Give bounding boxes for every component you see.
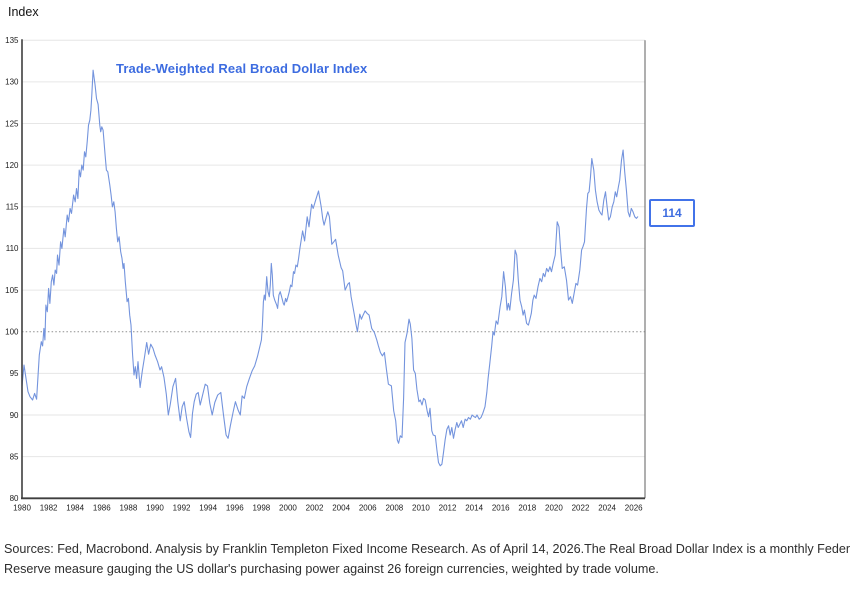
- svg-text:125: 125: [5, 119, 19, 128]
- svg-text:80: 80: [10, 494, 19, 503]
- svg-text:135: 135: [5, 36, 19, 45]
- svg-text:85: 85: [10, 452, 19, 461]
- svg-text:1986: 1986: [93, 503, 111, 512]
- svg-text:2000: 2000: [279, 503, 297, 512]
- svg-text:120: 120: [5, 161, 19, 170]
- svg-text:2014: 2014: [465, 503, 483, 512]
- svg-text:90: 90: [10, 411, 19, 420]
- chart-title: Trade-Weighted Real Broad Dollar Index: [116, 61, 368, 76]
- gridlines: [22, 39, 645, 458]
- svg-text:2024: 2024: [598, 503, 616, 512]
- svg-text:2022: 2022: [572, 503, 590, 512]
- svg-text:2026: 2026: [625, 503, 643, 512]
- svg-text:115: 115: [6, 203, 19, 212]
- svg-text:2008: 2008: [385, 503, 403, 512]
- line-chart: 80 85 90 95 100 105 110 115 120 125 130 135 1980 1982…: [5, 36, 646, 512]
- x-axis-labels: 1980 1982 1984 1986 1988 1990 1992 1994 1996 1998…: [13, 503, 643, 512]
- svg-text:95: 95: [10, 369, 19, 378]
- svg-text:1990: 1990: [146, 503, 164, 512]
- svg-text:110: 110: [6, 244, 19, 253]
- source-note-line-2: Reserve measure gauging the US dollar's …: [4, 562, 659, 577]
- svg-text:1982: 1982: [40, 503, 58, 512]
- svg-text:2012: 2012: [439, 503, 457, 512]
- svg-text:1992: 1992: [173, 503, 191, 512]
- svg-text:1988: 1988: [119, 503, 137, 512]
- source-note: Sources: Fed, Macrobond. Analysis by Fra…: [4, 539, 850, 579]
- svg-text:2010: 2010: [412, 503, 430, 512]
- svg-text:2020: 2020: [545, 503, 563, 512]
- svg-text:2016: 2016: [492, 503, 510, 512]
- svg-text:2002: 2002: [306, 503, 324, 512]
- index-line: [21, 69, 639, 467]
- svg-text:1980: 1980: [13, 503, 31, 512]
- svg-text:1996: 1996: [226, 503, 244, 512]
- y-axis-title: Index: [8, 5, 39, 19]
- source-note-line-1: Sources: Fed, Macrobond. Analysis by Fra…: [4, 542, 850, 556]
- svg-text:2018: 2018: [518, 503, 536, 512]
- svg-text:2004: 2004: [332, 503, 350, 512]
- svg-text:100: 100: [5, 328, 19, 337]
- svg-text:1998: 1998: [252, 503, 270, 512]
- plot-border: [21, 39, 646, 500]
- chart-area: Index 80 85 90 95 100 105 110 115 120 125 130 135 19…: [5, 5, 695, 512]
- svg-text:1994: 1994: [199, 503, 217, 512]
- svg-text:130: 130: [5, 78, 19, 87]
- svg-text:105: 105: [5, 286, 19, 295]
- latest-value-badge: 114: [649, 199, 695, 227]
- y-axis-labels: 80 85 90 95 100 105 110 115 120 125 130 135: [5, 36, 19, 503]
- svg-text:1984: 1984: [66, 503, 84, 512]
- svg-text:2006: 2006: [359, 503, 377, 512]
